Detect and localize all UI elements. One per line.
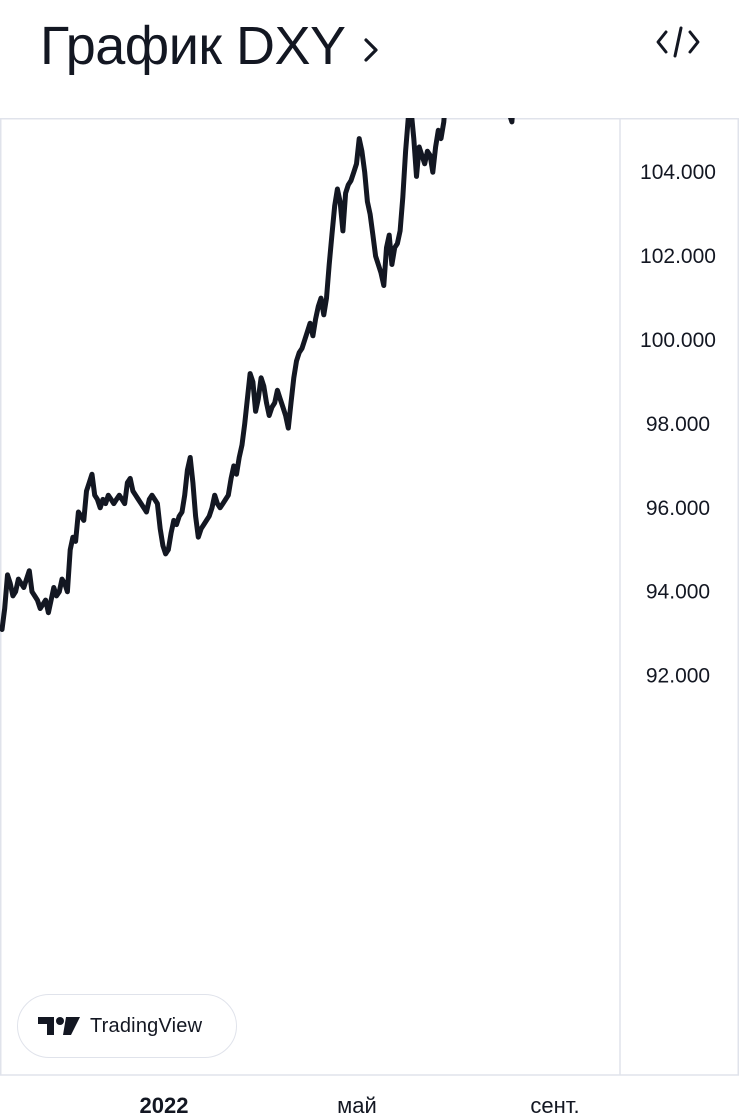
chart-frame [0,118,739,1076]
series-line [0,118,515,632]
dxy-line-chart[interactable]: 92.000 94.000 96.000 98.000 100.000 102.000 10… [0,118,739,1120]
y-tick-label: 94.000 [646,581,710,604]
x-tick-label: 2022 [140,1093,189,1118]
header: График DXY [0,0,739,110]
code-embed-icon[interactable] [652,20,704,64]
y-tick-label: 102.000 [640,245,716,268]
chart-title: График DXY [40,16,346,76]
tradingview-logo-icon [38,1017,80,1035]
x-tick-label: май [337,1093,377,1118]
y-tick-label: 98.000 [646,413,710,436]
y-tick-label: 92.000 [646,665,710,688]
chart-title-link[interactable]: График DXY [40,14,384,78]
chevron-right-icon [363,38,378,62]
y-tick-label: 100.000 [640,329,716,352]
tradingview-label: TradingView [90,1014,203,1037]
chart-area[interactable]: 92.000 94.000 96.000 98.000 100.000 102.000 10… [0,118,739,1120]
tradingview-badge[interactable]: TradingView [17,994,237,1058]
x-tick-label: сент. [530,1093,579,1118]
y-tick-label: 96.000 [646,497,710,520]
y-tick-label: 104.000 [640,161,716,184]
